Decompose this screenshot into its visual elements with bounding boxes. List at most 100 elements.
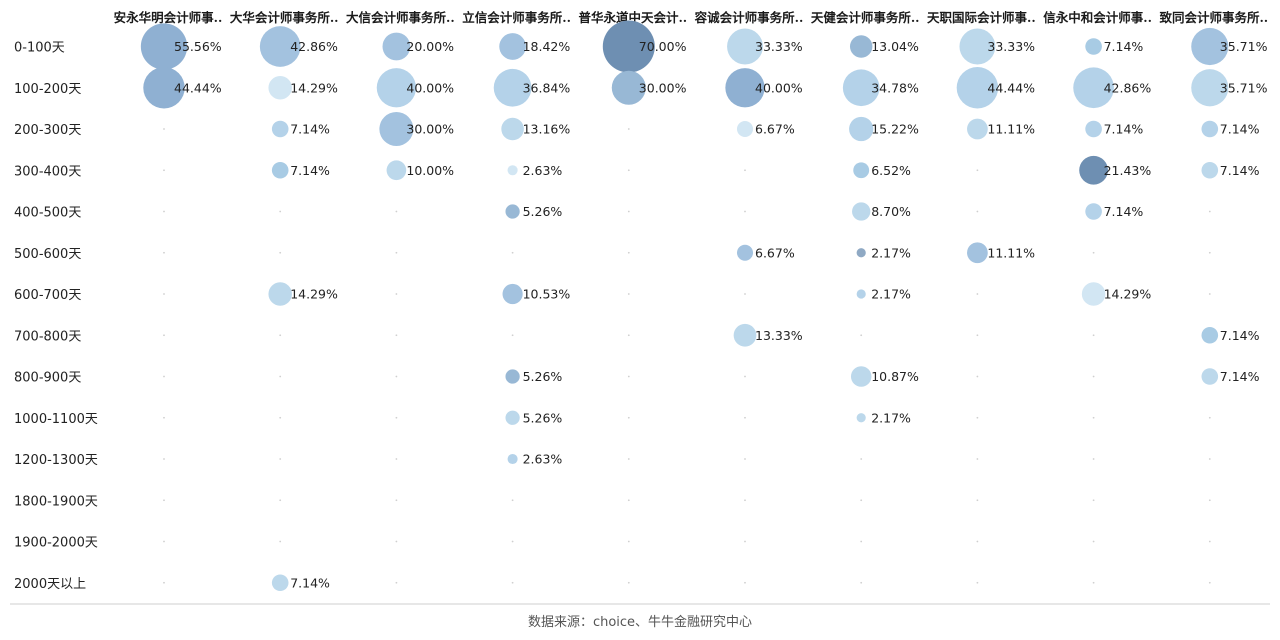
bubble <box>382 32 411 61</box>
value-label: 44.44% <box>174 80 222 95</box>
empty-cell-dot <box>1092 499 1095 502</box>
column-header: 安永华明会计师事.. <box>114 10 223 25</box>
value-labels: 55.56% 42.86% 20.00% 18.42% 70.00% 33.33% 13.0… <box>174 39 1268 590</box>
empty-cell-dot <box>395 293 398 295</box>
column-headers: 安永华明会计师事.. 大华会计师事务所.. 大信会计师事务所.. 立信会计师事务所..… <box>114 10 1269 25</box>
empty-cell-dot <box>163 334 165 337</box>
empty-cell-dot <box>163 169 165 172</box>
column-header: 大信会计师事务所.. <box>346 10 455 25</box>
value-label: 36.84% <box>523 80 571 95</box>
value-label: 44.44% <box>987 80 1035 95</box>
column-header: 容诚会计师事务所.. <box>694 10 804 25</box>
row-label: 1200-1300天 <box>14 453 98 468</box>
bubble <box>143 67 185 109</box>
bubble <box>1201 120 1219 138</box>
value-label: 30.00% <box>406 122 454 137</box>
value-label: 5.26% <box>523 204 563 219</box>
empty-cell-dot <box>163 499 165 502</box>
empty-cell-dot <box>627 499 630 502</box>
column-header: 信永中和会计师事.. <box>1043 10 1152 25</box>
empty-cell-dot <box>163 128 165 130</box>
bubble <box>842 69 880 107</box>
empty-cell-dot <box>279 375 282 378</box>
bubble <box>493 68 532 107</box>
value-label: 35.71% <box>1220 39 1268 54</box>
empty-cell-dot <box>976 416 979 419</box>
empty-cell-dot <box>744 581 746 584</box>
value-label: 5.26% <box>523 410 563 425</box>
bubble <box>853 162 870 179</box>
empty-cell-dot <box>860 540 863 543</box>
empty-cell-dot <box>860 458 863 460</box>
empty-cell-dot <box>744 210 746 213</box>
value-label: 2.17% <box>871 410 911 425</box>
empty-cell-dot <box>1208 251 1211 254</box>
bubble <box>271 574 289 592</box>
empty-cell-dot <box>163 375 165 378</box>
empty-cell-dot <box>976 210 979 213</box>
empty-cell-dot <box>627 293 630 295</box>
bubbles <box>140 20 1229 592</box>
bubble <box>849 35 873 58</box>
row-label: 600-700天 <box>14 288 81 303</box>
row-labels: 0-100天 100-200天 200-300天 300-400天 400-500天 50… <box>14 41 98 592</box>
empty-cell-dot <box>860 581 863 584</box>
value-label: 20.00% <box>406 39 454 54</box>
value-label: 40.00% <box>406 80 454 95</box>
value-label: 6.52% <box>871 163 911 178</box>
empty-cell-dot <box>1208 293 1211 295</box>
bubble <box>505 369 520 384</box>
bubble <box>505 204 520 219</box>
bubble <box>271 161 289 179</box>
column-header: 普华永道中天会计.. <box>578 10 687 25</box>
column-header: 致同会计师事务所.. <box>1159 10 1268 25</box>
empty-cell-dot <box>511 581 514 584</box>
value-label: 7.14% <box>290 163 330 178</box>
bubble <box>725 68 765 108</box>
value-label: 42.86% <box>290 39 338 54</box>
bubble <box>386 160 407 181</box>
empty-cell-dot <box>395 334 398 337</box>
value-label: 10.53% <box>523 287 571 302</box>
bubble <box>1085 203 1102 220</box>
value-label: 6.67% <box>755 245 795 260</box>
value-label: 35.71% <box>1220 80 1268 95</box>
bubble <box>856 289 866 299</box>
row-label: 800-900天 <box>14 371 81 386</box>
bubble <box>852 202 871 221</box>
empty-cell-dot <box>511 499 514 502</box>
column-header: 大华会计师事务所.. <box>230 10 339 25</box>
row-label: 700-800天 <box>14 329 81 344</box>
value-label: 55.56% <box>174 39 222 54</box>
value-label: 11.11% <box>987 245 1035 260</box>
value-label: 2.63% <box>523 452 563 467</box>
empty-cell-dot <box>1208 581 1211 584</box>
bubble <box>502 283 523 305</box>
empty-cell-dot <box>1092 581 1095 584</box>
empty-cell-dot <box>395 375 398 378</box>
value-label: 40.00% <box>755 80 803 95</box>
value-label: 7.14% <box>1220 328 1260 343</box>
empty-cell-dot <box>860 334 863 337</box>
bubble <box>967 242 988 264</box>
row-label: 0-100天 <box>14 41 65 56</box>
empty-cell-dot <box>511 334 514 337</box>
bubble <box>1201 326 1219 344</box>
value-label: 7.14% <box>1220 122 1260 137</box>
bubble <box>1191 27 1229 66</box>
data-source-note: 数据来源：choice、牛牛金融研究中心 <box>528 614 752 630</box>
empty-cell-dot <box>163 416 165 419</box>
value-label: 7.14% <box>1104 39 1144 54</box>
column-header: 天健会计师事务所.. <box>811 10 920 25</box>
column-header: 立信会计师事务所.. <box>462 10 571 25</box>
empty-cell-dot <box>976 293 979 295</box>
empty-cell-dot <box>976 334 979 337</box>
empty-cell-dot <box>627 210 630 213</box>
empty-cell-dot <box>976 375 979 378</box>
empty-cell-dot <box>395 499 398 502</box>
empty-cell-dot <box>163 210 165 213</box>
bubble <box>856 413 866 423</box>
value-label: 14.29% <box>290 287 338 302</box>
row-label: 1000-1100天 <box>14 412 98 427</box>
